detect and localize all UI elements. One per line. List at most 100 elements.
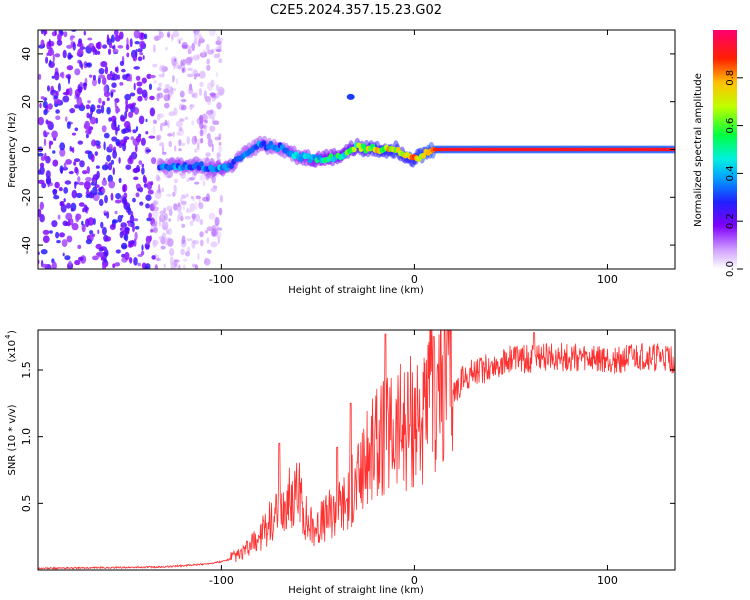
noise-speck (66, 235, 73, 243)
noise-speck (122, 142, 127, 152)
noise-speck (178, 148, 182, 152)
noise-speck (207, 138, 213, 148)
noise-speck (76, 96, 82, 106)
noise-speck (69, 145, 72, 152)
noise-speck (118, 177, 122, 184)
noise-speck (59, 142, 66, 151)
noise-speck (54, 53, 61, 58)
noise-speck (139, 201, 144, 206)
noise-speck (73, 158, 81, 163)
noise-speck (43, 130, 47, 138)
noise-speck (159, 64, 166, 73)
noise-speck (88, 125, 92, 135)
noise-speck (38, 116, 44, 126)
noise-speck (118, 157, 121, 164)
noise-speck (103, 85, 108, 94)
colorbar-label: Normalized spectral amplitude (693, 73, 704, 227)
noise-speck (60, 204, 67, 213)
noise-speck (98, 74, 106, 79)
noise-speck (77, 244, 82, 249)
noise-speck (124, 251, 130, 261)
noise-speck (64, 180, 72, 185)
noise-speck (104, 194, 108, 204)
noise-speck (160, 245, 166, 250)
noise-speck (215, 72, 219, 78)
noise-speck (45, 56, 49, 64)
noise-speck (108, 41, 113, 49)
x-tick-label: 100 (597, 574, 618, 587)
noise-speck (51, 261, 57, 269)
noise-speck (96, 108, 102, 114)
noise-speck (195, 195, 201, 200)
noise-speck (137, 188, 141, 192)
noise-speck (100, 61, 108, 68)
noise-speck (202, 180, 206, 187)
noise-speck (135, 192, 140, 198)
noise-speck (126, 37, 129, 46)
noise-speck (49, 230, 53, 234)
noise-speck (194, 148, 198, 153)
noise-speck (208, 30, 216, 37)
noise-speck (194, 201, 198, 211)
noise-speck (106, 211, 110, 219)
noise-speck (46, 52, 49, 57)
noise-speck (48, 38, 51, 47)
noise-speck (174, 178, 178, 184)
noise-speck (110, 77, 115, 81)
noise-speck (195, 30, 200, 40)
noise-speck (107, 162, 113, 171)
noise-speck (134, 225, 140, 230)
noise-speck (119, 60, 125, 66)
ridge-point (228, 163, 234, 169)
noise-speck (186, 238, 193, 242)
noise-speck (206, 249, 212, 254)
noise-speck (156, 113, 161, 121)
y-tick-label: 1.5 (20, 361, 33, 379)
noise-speck (66, 88, 70, 96)
ridge-point (360, 143, 366, 150)
noise-speck (46, 179, 51, 184)
noise-speck (200, 239, 204, 247)
noise-speck (104, 212, 107, 216)
noise-speck (204, 229, 209, 234)
noise-speck (114, 199, 122, 204)
noise-speck (101, 164, 109, 171)
noise-speck (59, 148, 66, 157)
noise-speck (202, 49, 206, 57)
noise-speck (135, 144, 138, 153)
noise-speck (133, 82, 136, 91)
noise-speck (130, 136, 135, 141)
snr-y-scale-close: ) (7, 330, 18, 334)
noise-speck (132, 129, 137, 134)
noise-speck (90, 104, 96, 113)
noise-speck (85, 104, 91, 110)
noise-speck (218, 88, 225, 97)
noise-speck (206, 43, 210, 52)
noise-speck (144, 266, 149, 269)
noise-speck (112, 263, 116, 269)
noise-speck (94, 151, 99, 157)
noise-speck (137, 95, 143, 102)
noise-speck (211, 143, 214, 153)
noise-speck (208, 111, 214, 120)
noise-speck (55, 231, 60, 239)
noise-speck (136, 138, 141, 142)
noise-speck (87, 100, 91, 104)
noise-speck (107, 48, 112, 55)
noise-speck (55, 109, 60, 114)
noise-speck (211, 174, 216, 184)
noise-speck (161, 122, 168, 127)
noise-speck (78, 181, 85, 186)
noise-speck (59, 30, 64, 35)
y-tick-label: -40 (20, 236, 33, 254)
noise-speck (115, 249, 121, 254)
noise-speck (82, 170, 88, 175)
snr-marks (38, 330, 675, 570)
noise-speck (149, 74, 156, 79)
noise-speck (56, 240, 61, 244)
noise-speck (117, 215, 123, 223)
noise-speck (63, 187, 69, 194)
noise-speck (103, 132, 110, 139)
noise-speck (53, 195, 60, 200)
noise-speck (54, 30, 57, 35)
